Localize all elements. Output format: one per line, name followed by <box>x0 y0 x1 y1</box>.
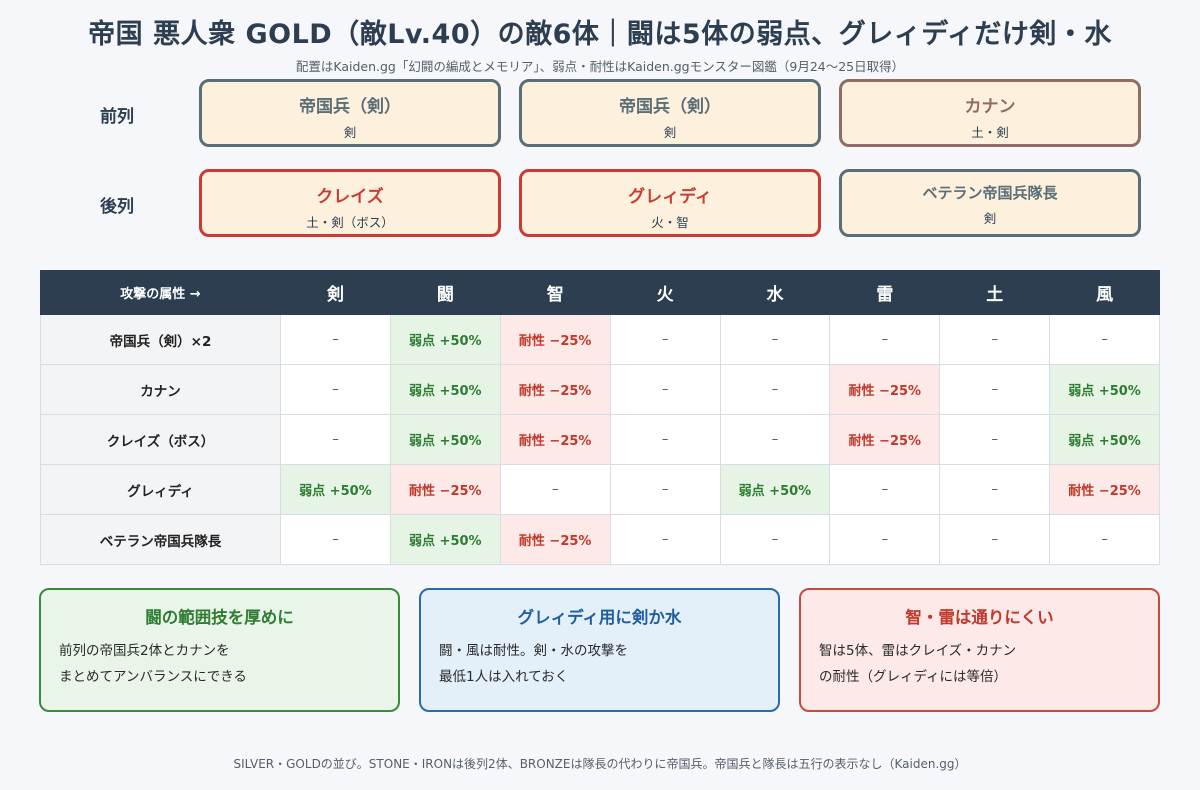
note-brawl-aoe: 闘の範囲技を厚めに 前列の帝国兵2体とカナンを まとめてアンバランスにできる <box>39 588 400 712</box>
neutral-cell: – <box>280 314 391 365</box>
enemy-row-header: グレィディ <box>40 464 281 515</box>
enemy-row-header: 帝国兵（剣）×2 <box>40 314 281 365</box>
neutral-cell: – <box>939 464 1051 515</box>
neutral-cell: – <box>609 414 721 465</box>
table-corner-header: 攻撃の属性 → <box>40 270 281 315</box>
resistance-cell: 耐性 −25% <box>829 414 941 465</box>
table-row: ベテラン帝国兵隊長 – 弱点 +50% 耐性 −25% – – – – – <box>40 514 1160 565</box>
enemy-attributes: 土・剣（ボス） <box>306 215 394 230</box>
table-row: クレイズ（ボス） – 弱点 +50% 耐性 −25% – – 耐性 −25% – 弱点 +50% <box>40 414 1160 465</box>
note-body: 前列の帝国兵2体とカナンを まとめてアンバランスにできる <box>59 638 398 690</box>
column-header: 闘 <box>389 270 501 315</box>
enemy-card-front-1: 帝国兵（剣） 剣 <box>199 79 501 147</box>
neutral-cell: – <box>1049 514 1160 565</box>
resistance-cell: 耐性 −25% <box>389 464 501 515</box>
note-body: 闘・風は耐性。剣・水の攻撃を 最低1人は入れておく <box>439 638 778 690</box>
neutral-cell: – <box>719 414 831 465</box>
neutral-cell: – <box>939 364 1051 415</box>
weakness-cell: 弱点 +50% <box>280 464 391 515</box>
neutral-cell: – <box>829 314 941 365</box>
resistance-cell: 耐性 −25% <box>829 364 941 415</box>
neutral-cell: – <box>609 464 721 515</box>
note-line: まとめてアンバランスにできる <box>59 669 247 685</box>
weakness-cell: 弱点 +50% <box>1049 414 1160 465</box>
column-header: 風 <box>1049 270 1160 315</box>
note-line: 闘・風は耐性。剣・水の攻撃を <box>439 643 628 659</box>
neutral-cell: – <box>280 414 391 465</box>
neutral-cell: – <box>939 414 1051 465</box>
note-wisdom-thunder-resisted: 智・雷は通りにくい 智は5体、雷はクレイズ・カナン の耐性（グレィディには等倍） <box>799 588 1160 712</box>
back-row-label: 後列 <box>100 197 134 217</box>
neutral-cell: – <box>939 314 1051 365</box>
weakness-table: 攻撃の属性 → 剣 闘 智 火 水 雷 土 風 帝国兵（剣）×2– 弱点 +50%… <box>40 270 1160 565</box>
note-line: の耐性（グレィディには等倍） <box>819 669 1008 685</box>
table-row: カナン – 弱点 +50% 耐性 −25% – – 耐性 −25% – 弱点 +50% <box>40 364 1160 415</box>
table-row: グレィディ 弱点 +50% 耐性 −25% – – 弱点 +50% – – 耐性 −25% <box>40 464 1160 515</box>
enemy-row-header: ベテラン帝国兵隊長 <box>40 514 281 565</box>
enemy-attributes: 剣 <box>983 211 997 226</box>
page-subtitle: 配置はKaiden.gg「幻闘の編成とメモリア」、弱点・耐性はKaiden.gg… <box>295 59 905 74</box>
weakness-cell: 弱点 +50% <box>389 364 501 415</box>
weakness-cell: 弱点 +50% <box>389 414 501 465</box>
note-title: 闘の範囲技を厚めに <box>145 608 294 627</box>
weakness-cell: 弱点 +50% <box>389 314 501 365</box>
weakness-cell: 弱点 +50% <box>389 514 501 565</box>
resistance-cell: 耐性 −25% <box>499 314 611 365</box>
neutral-cell: – <box>719 314 831 365</box>
column-header: 智 <box>499 270 611 315</box>
neutral-cell: – <box>280 364 391 415</box>
enemy-card-back-3: ベテラン帝国兵隊長 剣 <box>839 169 1141 237</box>
enemy-row-header: クレイズ（ボス） <box>40 414 281 465</box>
enemy-row-header: カナン <box>40 364 281 415</box>
table-header-row: 攻撃の属性 → 剣 闘 智 火 水 雷 土 風 <box>40 270 1160 315</box>
neutral-cell: – <box>719 514 831 565</box>
neutral-cell: – <box>829 464 941 515</box>
enemy-name: 帝国兵（剣） <box>299 97 401 117</box>
page-title: 帝国 悪人衆 GOLD（敵Lv.40）の敵6体｜闘は5体の弱点、グレィディだけ剣… <box>88 19 1112 50</box>
weakness-cell: 弱点 +50% <box>719 464 831 515</box>
enemy-attributes: 剣 <box>663 125 677 140</box>
note-title: グレィディ用に剣か水 <box>517 608 682 627</box>
resistance-cell: 耐性 −25% <box>1049 464 1160 515</box>
table-row: 帝国兵（剣）×2– 弱点 +50% 耐性 −25% – – – – – <box>40 314 1160 365</box>
note-line: 智は5体、雷はクレイズ・カナン <box>819 643 1017 659</box>
note-title: 智・雷は通りにくい <box>905 608 1054 627</box>
neutral-cell: – <box>829 514 941 565</box>
neutral-cell: – <box>719 364 831 415</box>
neutral-cell: – <box>609 364 721 415</box>
neutral-cell: – <box>609 314 721 365</box>
enemy-attributes: 火・智 <box>651 215 689 230</box>
resistance-cell: 耐性 −25% <box>499 514 611 565</box>
neutral-cell: – <box>939 514 1051 565</box>
enemy-attributes: 剣 <box>343 125 357 140</box>
note-greidy-sword-water: グレィディ用に剣か水 闘・風は耐性。剣・水の攻撃を 最低1人は入れておく <box>419 588 780 712</box>
enemy-card-back-1: クレイズ 土・剣（ボス） <box>199 169 501 237</box>
enemy-attributes: 土・剣 <box>971 125 1009 140</box>
enemy-card-front-3: カナン 土・剣 <box>839 79 1141 147</box>
neutral-cell: – <box>499 464 611 515</box>
column-header: 雷 <box>829 270 941 315</box>
note-line: 前列の帝国兵2体とカナンを <box>59 643 230 659</box>
column-header: 剣 <box>280 270 391 315</box>
resistance-cell: 耐性 −25% <box>499 414 611 465</box>
enemy-name: 帝国兵（剣） <box>619 97 721 117</box>
column-header: 火 <box>609 270 721 315</box>
footer-note: SILVER・GOLDの並び。STONE・IRONは後列2体、BRONZEは隊長… <box>233 757 967 771</box>
enemy-name: カナン <box>964 97 1016 117</box>
enemy-card-back-2: グレィディ 火・智 <box>519 169 821 237</box>
neutral-cell: – <box>1049 314 1160 365</box>
enemy-name: ベテラン帝国兵隊長 <box>922 184 1058 202</box>
enemy-name: クレイズ <box>316 187 384 207</box>
note-body: 智は5体、雷はクレイズ・カナン の耐性（グレィディには等倍） <box>819 638 1158 690</box>
neutral-cell: – <box>280 514 391 565</box>
enemy-name: グレィディ <box>628 187 712 207</box>
column-header: 土 <box>939 270 1051 315</box>
neutral-cell: – <box>609 514 721 565</box>
note-line: 最低1人は入れておく <box>439 669 569 685</box>
weakness-cell: 弱点 +50% <box>1049 364 1160 415</box>
enemy-card-front-2: 帝国兵（剣） 剣 <box>519 79 821 147</box>
resistance-cell: 耐性 −25% <box>499 364 611 415</box>
front-row-label: 前列 <box>100 107 134 127</box>
column-header: 水 <box>719 270 831 315</box>
